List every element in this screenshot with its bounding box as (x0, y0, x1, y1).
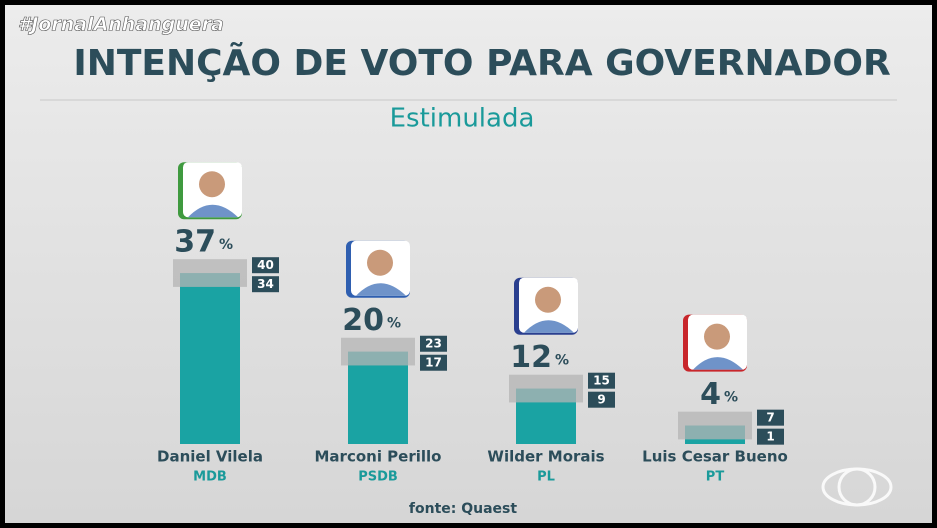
x-tick-label: Daniel Vilela (157, 448, 263, 466)
upper-box (252, 257, 279, 274)
value-unit: % (555, 353, 569, 369)
error-band (173, 259, 247, 287)
upper-box (420, 335, 447, 352)
chart-title: INTENÇÃO DE VOTO PARA GOVERNADOR (73, 42, 890, 84)
value-label: 12 (510, 340, 552, 375)
lower-label: 34 (257, 277, 274, 291)
upper-label: 15 (593, 374, 610, 388)
error-band (509, 374, 583, 403)
x-tick-label: Marconi Perillo (315, 448, 442, 466)
photo-body (524, 320, 574, 333)
lower-label: 1 (766, 430, 774, 444)
chart-subtitle: Estimulada (390, 104, 535, 134)
value-label: 20 (342, 303, 384, 338)
lower-label: 9 (597, 393, 605, 407)
upper-label: 7 (766, 411, 774, 425)
photo-head (704, 323, 730, 350)
upper-box (588, 372, 615, 389)
photo-head (367, 249, 393, 276)
lower-box (252, 276, 279, 293)
lower-box (588, 391, 615, 408)
party-label: PL (537, 470, 555, 485)
party-label: MDB (193, 470, 227, 485)
photo-head (535, 286, 561, 313)
photo-body (693, 357, 743, 370)
photo-head (199, 171, 225, 198)
error-band (678, 411, 752, 440)
value-label: 37 (174, 225, 216, 260)
value-unit: % (387, 316, 401, 332)
error-band (341, 337, 415, 366)
lower-box (757, 428, 784, 445)
lower-label: 17 (425, 356, 442, 370)
x-tick-label: Luis Cesar Bueno (642, 448, 788, 466)
x-tick-label: Wilder Morais (487, 448, 604, 466)
value-label: 4 (700, 377, 721, 412)
lower-box (420, 354, 447, 371)
logo (821, 467, 893, 507)
photo-body (188, 204, 238, 218)
hashtag: #JornalAnhanguera (18, 14, 224, 36)
photo-body (356, 283, 406, 296)
party-label: PSDB (358, 470, 398, 485)
value-unit: % (724, 390, 738, 406)
bar (180, 273, 240, 444)
party-label: PT (706, 470, 725, 485)
value-unit: % (219, 237, 233, 253)
bar (348, 351, 408, 444)
source: fonte: Quaest (409, 501, 517, 517)
upper-box (757, 409, 784, 426)
upper-label: 23 (425, 337, 442, 351)
upper-label: 40 (257, 258, 274, 272)
